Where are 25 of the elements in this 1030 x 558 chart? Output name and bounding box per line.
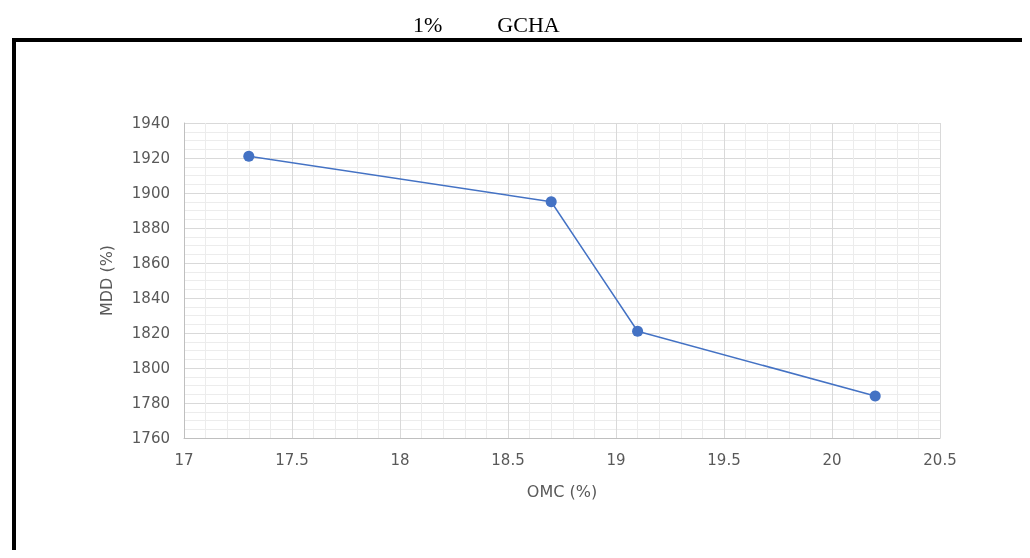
y-tick-label: 1920 [131,149,170,167]
x-tick-label: 17.5 [275,450,309,469]
y-tick-label: 1820 [131,324,170,342]
y-tick-label: 1860 [131,254,170,272]
point [632,325,644,337]
x-tick-label: 18.5 [491,450,525,469]
x-tick-label: 18 [390,450,410,469]
x-axis-title: OMC (%) [526,481,598,501]
x-tick-label: 20 [822,450,842,469]
point [869,390,881,402]
chart-title: 1% GCHA [413,11,560,37]
x-tick-label: 19.5 [707,450,741,469]
y-axis-title: MDD (%) [96,244,116,317]
y-tick-label: 1900 [131,184,170,202]
y-tick-label: 1840 [131,289,170,307]
point [545,196,557,208]
y-tick-label: 1780 [131,394,170,412]
y-tick-label: 1880 [131,219,170,237]
x-tick-label: 19 [606,450,626,469]
point [243,150,255,162]
y-tick-label: 1940 [131,114,170,132]
y-tick-label: 1800 [131,359,170,377]
x-tick-label: 17 [174,450,194,469]
y-tick-label: 1760 [131,429,170,447]
x-tick-label: 20.5 [923,450,957,469]
